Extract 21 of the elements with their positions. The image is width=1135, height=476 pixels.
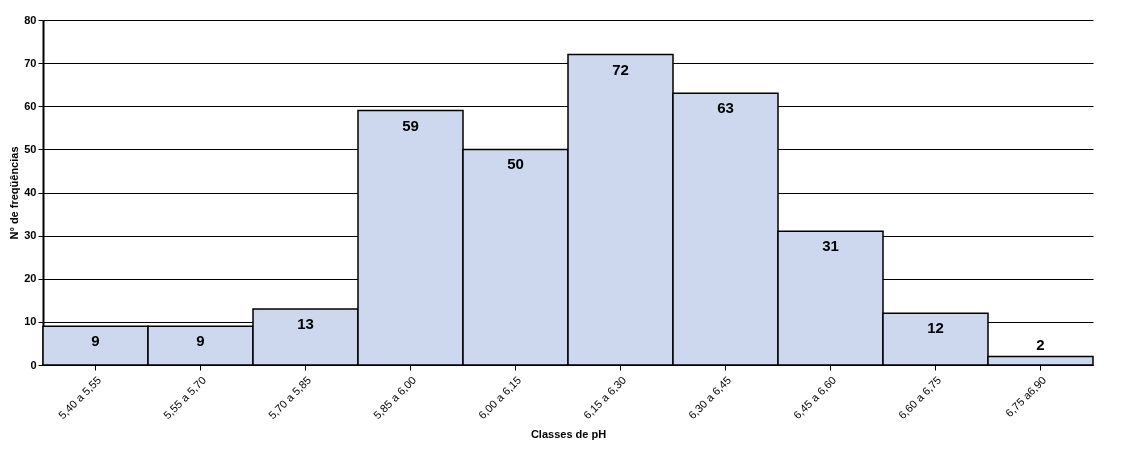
y-tick-label: 40: [24, 186, 37, 198]
data-label: 9: [196, 332, 205, 350]
y-tick-label: 10: [24, 315, 37, 328]
y-tick-label: 20: [24, 272, 37, 285]
data-label: 72: [612, 60, 629, 78]
data-label: 9: [91, 332, 100, 350]
data-label: 63: [717, 99, 734, 117]
data-label: 31: [822, 237, 839, 255]
y-tick-label: 80: [24, 13, 37, 26]
y-tick-label: 0: [30, 358, 37, 371]
y-tick-label: 50: [24, 142, 37, 155]
data-label: 2: [1036, 336, 1045, 354]
y-tick-label: 30: [24, 229, 37, 242]
data-label: 59: [402, 116, 419, 134]
data-label: 13: [297, 314, 314, 332]
data-label: 12: [927, 319, 944, 337]
y-tick-label: 70: [24, 56, 37, 69]
x-axis-title: Classes de pH: [530, 428, 607, 441]
y-tick-label: 60: [24, 99, 37, 112]
data-label: 50: [507, 155, 524, 173]
y-axis-title: N° de freqüências: [8, 146, 21, 240]
